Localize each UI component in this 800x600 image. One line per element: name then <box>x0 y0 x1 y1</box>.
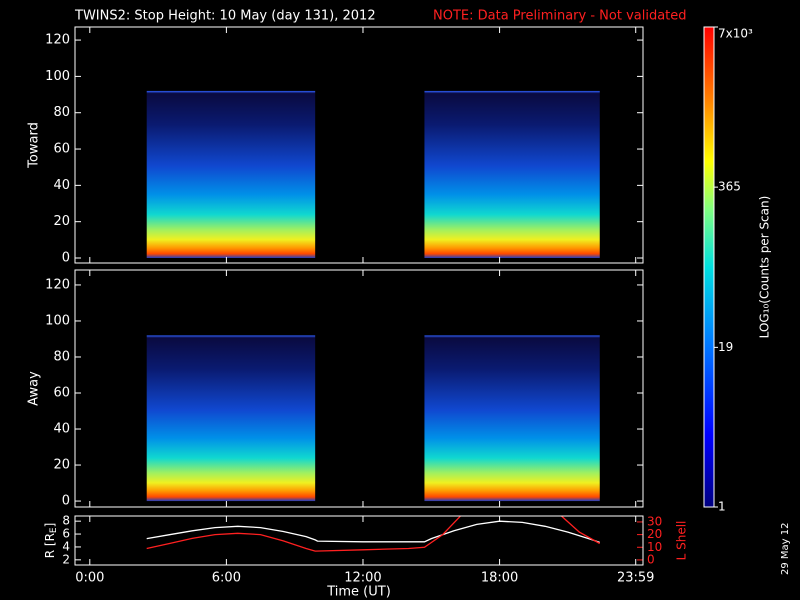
y-axis-label-sub: E <box>49 527 59 533</box>
colorbar-tick-label: 1 <box>718 500 726 514</box>
y2-tick-label: 30 <box>647 514 662 528</box>
y-tick-label: 80 <box>53 105 70 120</box>
plot-frame <box>74 26 644 264</box>
y-axis-label: Away <box>27 371 42 406</box>
y-tick-label: 20 <box>53 458 70 473</box>
colorbar-tick-label: 365 <box>718 180 741 194</box>
x-tick-label: 12:00 <box>344 571 381 586</box>
y-tick-label: 80 <box>53 349 70 364</box>
x-tick-label: 18:00 <box>481 571 518 586</box>
x-tick-label: 23:59 <box>617 571 654 586</box>
y-tick-label: 2 <box>62 552 70 566</box>
plot-frame <box>74 269 644 508</box>
y-tick-label: 8 <box>62 514 70 528</box>
y-axis-label: R [RE] <box>43 523 59 559</box>
y-tick-label: 100 <box>45 313 70 328</box>
y-tick-label: 0 <box>62 494 70 509</box>
colorbar <box>703 26 715 508</box>
y-tick-label: 40 <box>53 178 70 193</box>
y2-tick-label: 10 <box>647 540 662 554</box>
x-tick-label: 6:00 <box>212 571 241 586</box>
series-line <box>146 516 601 552</box>
y-tick-label: 100 <box>45 69 70 84</box>
spectrogram-scan <box>146 335 316 502</box>
y-axis-label-main: R [R <box>43 533 57 558</box>
y-tick-label: 4 <box>62 539 70 553</box>
title: TWINS2: Stop Height: 10 May (day 131), 2… <box>74 9 376 24</box>
y-tick-label: 40 <box>53 422 70 437</box>
y-tick-label: 0 <box>62 251 70 266</box>
colorbar-tick-label: 19 <box>718 340 733 354</box>
x-axis-label: Time (UT) <box>326 585 391 600</box>
y-tick-label: 20 <box>53 214 70 229</box>
plot-frame <box>74 515 644 566</box>
y-tick-label: 60 <box>53 386 70 401</box>
y-tick-label: 120 <box>45 33 70 48</box>
colorbar-tick-label: 7x10³ <box>718 27 753 41</box>
note: NOTE: Data Preliminary - Not validated <box>433 9 687 24</box>
y2-axis-label: L Shell <box>675 521 689 561</box>
colorbar-label: LOG₁₀(Counts per Scan) <box>758 196 772 339</box>
y-tick-label: 60 <box>53 142 70 157</box>
y-tick-label: 120 <box>45 277 70 292</box>
y-axis-label-end: ] <box>43 523 57 528</box>
x-tick-label: 0:00 <box>75 571 104 586</box>
y-tick-label: 6 <box>62 527 70 541</box>
y2-tick-label: 20 <box>647 527 662 541</box>
spectrogram-scan <box>424 90 600 259</box>
y2-tick-label: 0 <box>647 552 655 566</box>
date-stamp: 29 May 12 <box>780 523 791 575</box>
lines <box>146 516 601 552</box>
spectrogram-scan <box>146 90 316 259</box>
spectrogram-scan <box>424 335 600 502</box>
y-axis-label: Toward <box>27 122 42 169</box>
series-line <box>146 520 600 544</box>
